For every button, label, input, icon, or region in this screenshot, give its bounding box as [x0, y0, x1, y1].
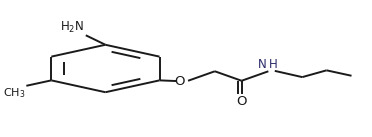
Text: O: O — [236, 95, 247, 108]
Text: N: N — [258, 58, 267, 71]
Text: H: H — [269, 58, 278, 71]
Text: CH$_3$: CH$_3$ — [3, 86, 25, 100]
Text: O: O — [174, 75, 185, 88]
Text: H$_2$N: H$_2$N — [60, 19, 84, 35]
